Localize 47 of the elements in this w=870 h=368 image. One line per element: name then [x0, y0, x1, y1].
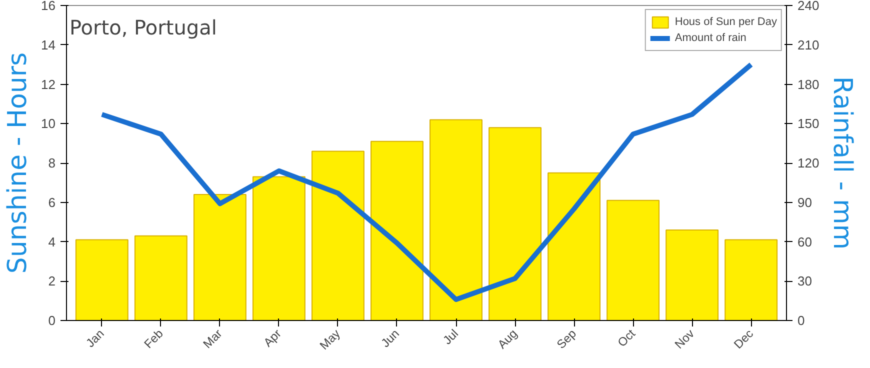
y-tick-label: 2	[48, 274, 56, 289]
y2-tick-label: 60	[798, 234, 812, 250]
y-tick-label: 12	[41, 76, 56, 92]
x-tick-label: Oct	[614, 326, 638, 350]
bar	[134, 235, 188, 320]
bar	[312, 150, 364, 320]
x-tick-label: Dec	[731, 326, 756, 352]
y-tick-label: 10	[41, 116, 56, 132]
bar	[606, 200, 660, 320]
x-tick-label: Nov	[672, 326, 698, 352]
y-tick-label: 14	[41, 37, 56, 52]
y2-axis-title: Rainfall - mm	[827, 76, 858, 250]
bar	[193, 194, 246, 320]
x-tick-label: Apr	[260, 326, 284, 350]
x-tick-label: Feb	[141, 326, 166, 352]
bar	[724, 239, 778, 320]
y-axis-title: Sunshine - Hours	[3, 52, 34, 274]
x-tick-label: Sep	[554, 326, 580, 352]
y2-tick-label: 210	[798, 37, 820, 52]
y-tick-label: 6	[48, 194, 56, 210]
x-tick-label: May	[316, 326, 343, 352]
y-tick-label: 8	[48, 156, 56, 170]
y2-tick-label: 240	[798, 0, 820, 13]
y2-tick-label: 30	[798, 274, 812, 289]
bar	[75, 239, 128, 320]
bar	[370, 140, 424, 320]
bar	[252, 176, 306, 320]
y-tick-label: 4	[48, 234, 56, 250]
x-tick-label: Mar	[200, 326, 225, 352]
y-tick-label: 0	[48, 313, 56, 328]
y2-tick-label: 90	[798, 194, 812, 210]
x-tick-label: Jul	[440, 326, 461, 348]
bar	[488, 127, 542, 320]
legend-label: Amount of rain	[674, 31, 746, 46]
y2-tick-label: 150	[798, 116, 820, 132]
bar	[430, 119, 482, 320]
legend-label: Hous of Sun per Day	[674, 15, 777, 30]
bar	[666, 229, 719, 320]
x-tick-label: Jun	[378, 326, 402, 350]
y-tick-label: 16	[41, 0, 56, 13]
y2-tick-label: 180	[798, 76, 820, 92]
text: Porto, Portugal	[69, 16, 217, 40]
x-tick-label: Aug	[494, 326, 520, 352]
bar	[548, 172, 601, 320]
y2-tick-label: 120	[798, 156, 820, 170]
x-tick-label: Jan	[83, 326, 107, 350]
y2-tick-label: 0	[798, 313, 805, 328]
